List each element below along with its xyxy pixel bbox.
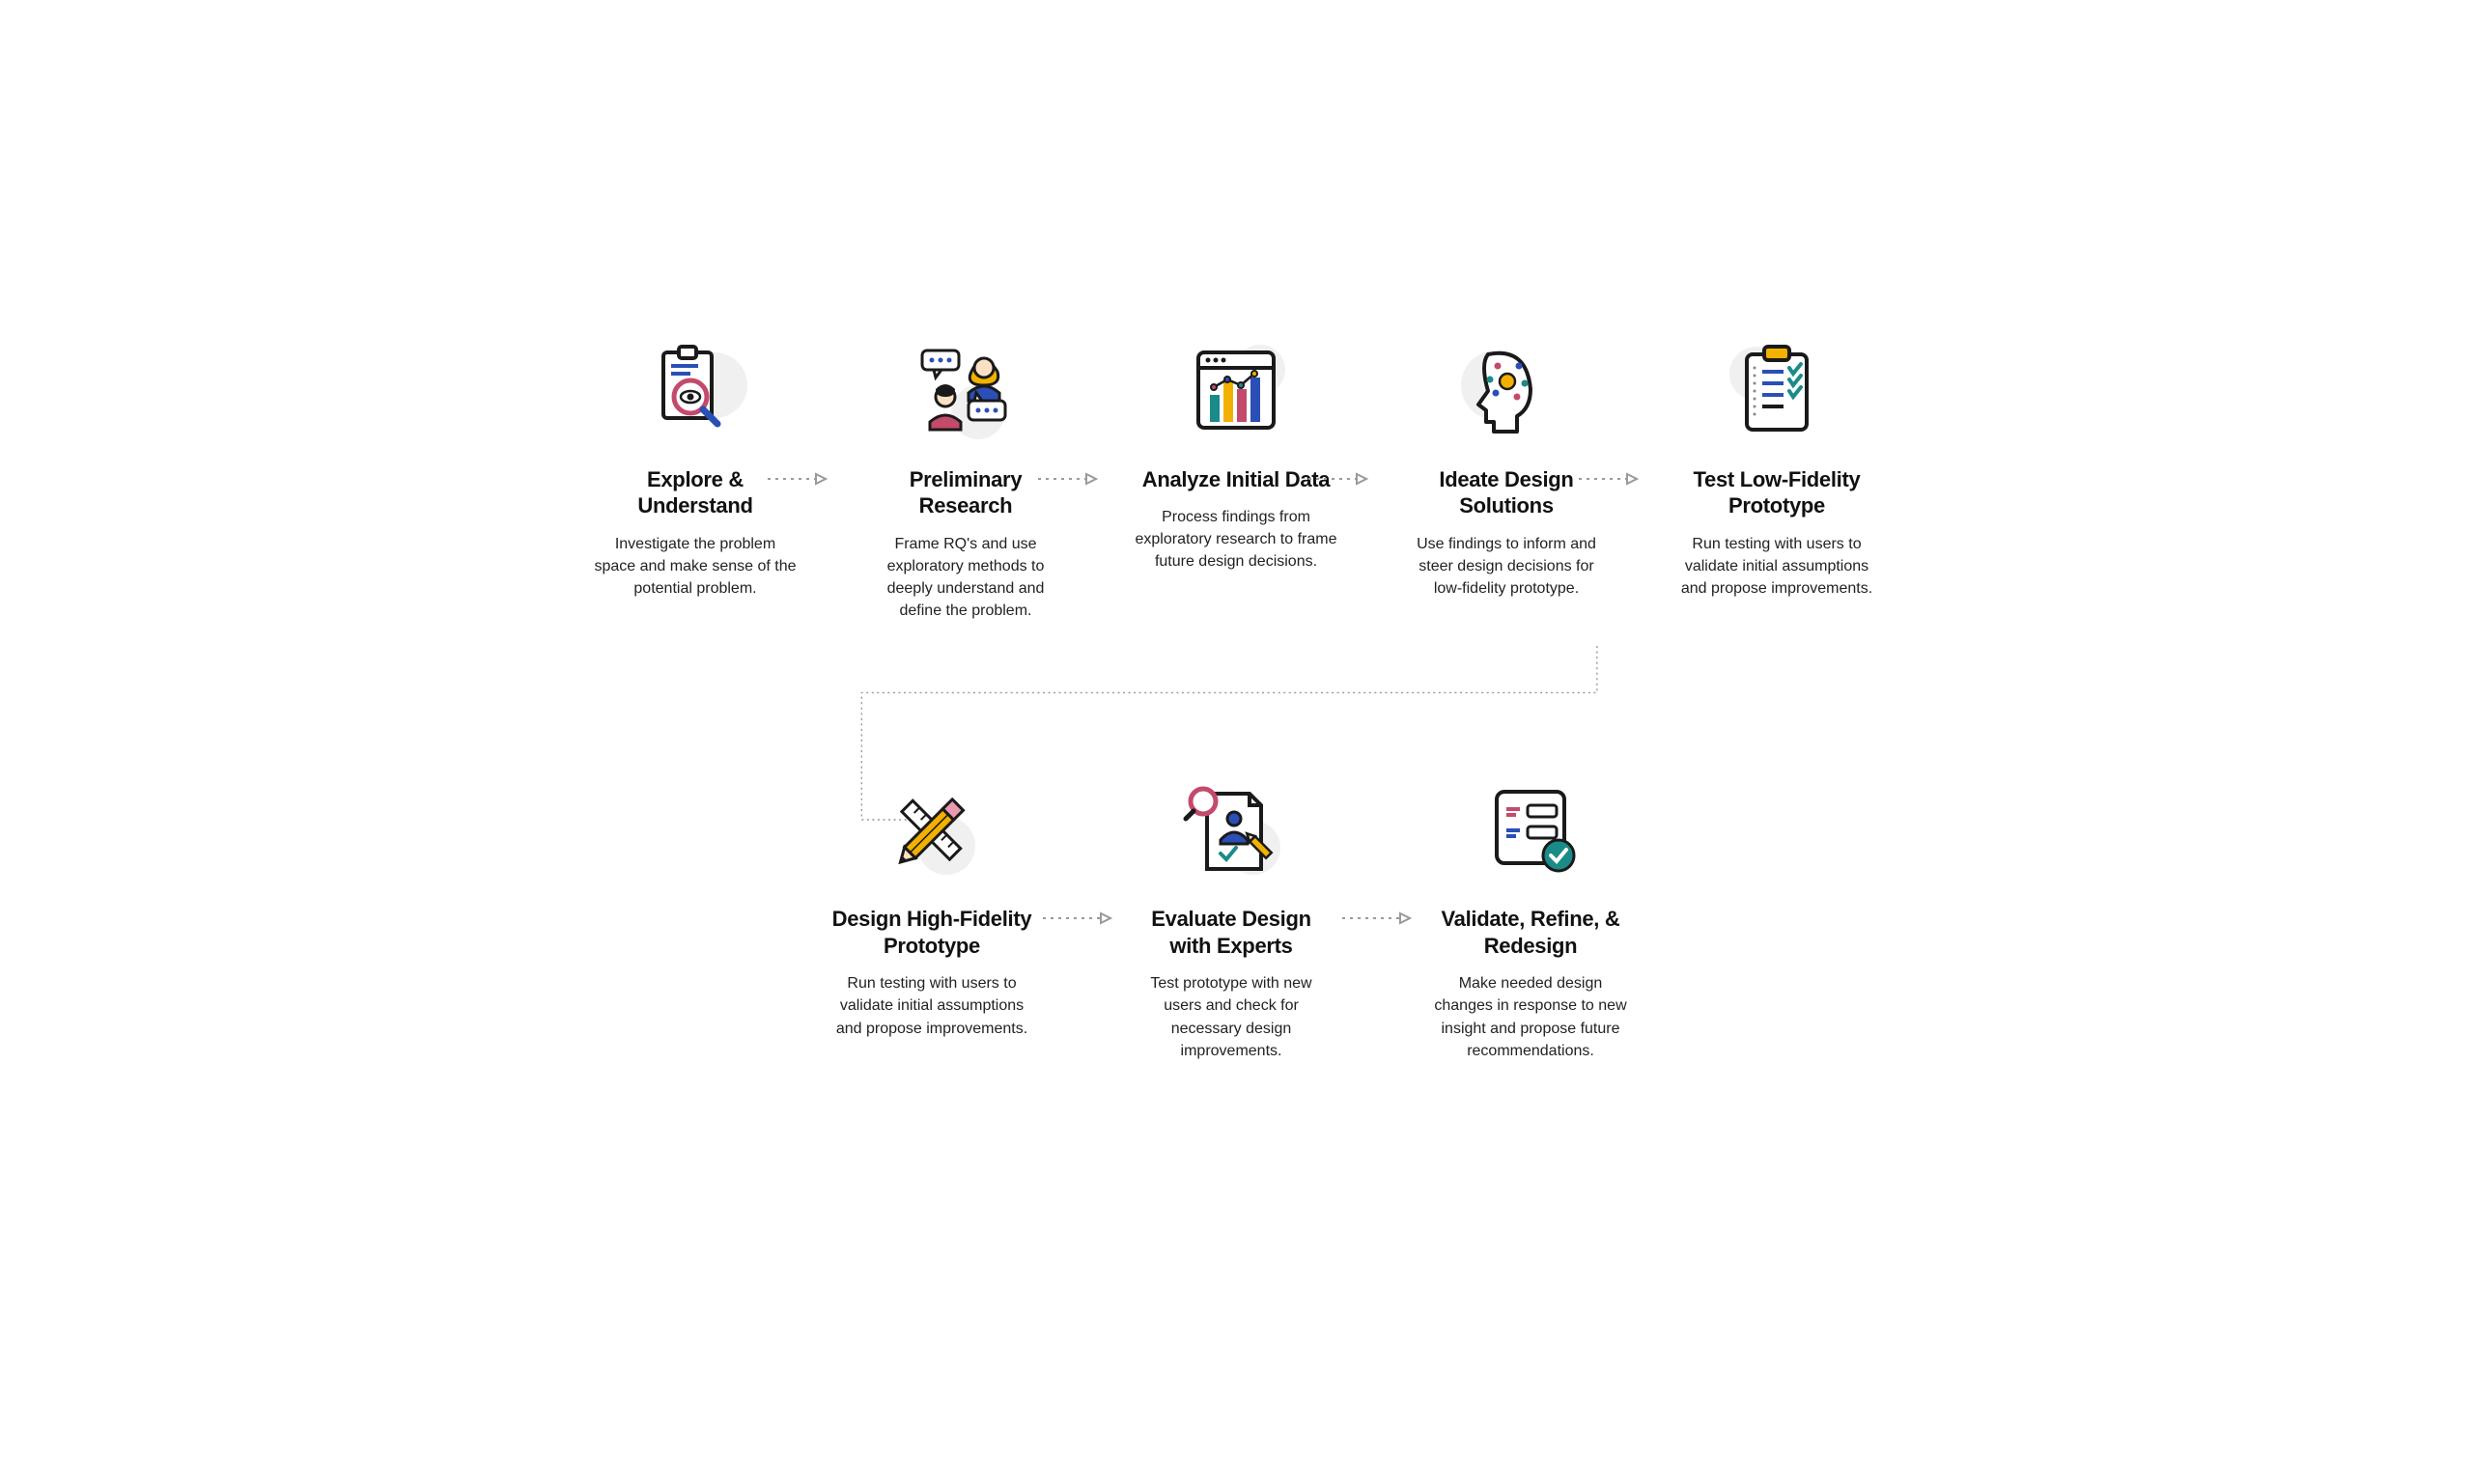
bar-chart-window-icon — [1183, 337, 1289, 443]
step-research: Preliminary Research Frame RQ's and use … — [864, 337, 1067, 623]
people-chat-icon — [913, 337, 1019, 443]
step-title: Explore & Understand — [594, 466, 797, 519]
step-desc: Frame RQ's and use exploratory methods t… — [864, 533, 1067, 623]
head-ideas-icon — [1453, 337, 1559, 443]
flow-arrow — [768, 472, 826, 484]
step-desc: Run testing with users to validate initi… — [1675, 533, 1878, 601]
step-validate: Validate, Refine, & Redesign Make needed… — [1429, 776, 1632, 1062]
profile-magnifier-icon — [1178, 776, 1284, 882]
step-desc: Test prototype with new users and check … — [1130, 972, 1333, 1062]
step-desc: Run testing with users to validate initi… — [830, 972, 1033, 1040]
step-explore: Explore & Understand Investigate the pro… — [594, 337, 797, 623]
step-analyze: Analyze Initial Data Process findings fr… — [1135, 337, 1337, 623]
step-title: Validate, Refine, & Redesign — [1429, 906, 1632, 959]
flow-arrow — [1579, 472, 1637, 484]
step-desc: Investigate the problem space and make s… — [594, 533, 797, 601]
clipboard-magnifier-icon — [642, 337, 748, 443]
step-desc: Process findings from exploratory resear… — [1135, 506, 1337, 574]
flow-arrow — [1038, 472, 1096, 484]
flow-row-2: Design High-Fidelity Prototype Run testi… — [560, 776, 1912, 1062]
step-desc: Use findings to inform and steer design … — [1405, 533, 1608, 601]
step-designhi: Design High-Fidelity Prototype Run testi… — [830, 776, 1033, 1062]
process-flowchart: Explore & Understand Investigate the pro… — [560, 337, 1912, 1148]
step-title: Design High-Fidelity Prototype — [830, 906, 1033, 959]
pencil-ruler-icon — [879, 776, 985, 882]
step-title: Preliminary Research — [864, 466, 1067, 519]
flow-row-1: Explore & Understand Investigate the pro… — [560, 337, 1912, 623]
flow-arrow — [1342, 911, 1400, 923]
form-check-icon — [1477, 776, 1584, 882]
step-evaluate: Evaluate Design with Experts Test protot… — [1130, 776, 1333, 1062]
flow-arrow — [1043, 911, 1101, 923]
step-title: Evaluate Design with Experts — [1130, 906, 1333, 959]
step-title: Test Low-Fidelity Prototype — [1675, 466, 1878, 519]
step-title: Analyze Initial Data — [1142, 466, 1331, 493]
flow-arrow — [1308, 472, 1366, 484]
step-ideate: Ideate Design Solutions Use findings to … — [1405, 337, 1608, 623]
step-title: Ideate Design Solutions — [1405, 466, 1608, 519]
step-desc: Make needed design changes in response t… — [1429, 972, 1632, 1062]
clipboard-checklist-icon — [1724, 337, 1830, 443]
step-testlow: Test Low-Fidelity Prototype Run testing … — [1675, 337, 1878, 623]
